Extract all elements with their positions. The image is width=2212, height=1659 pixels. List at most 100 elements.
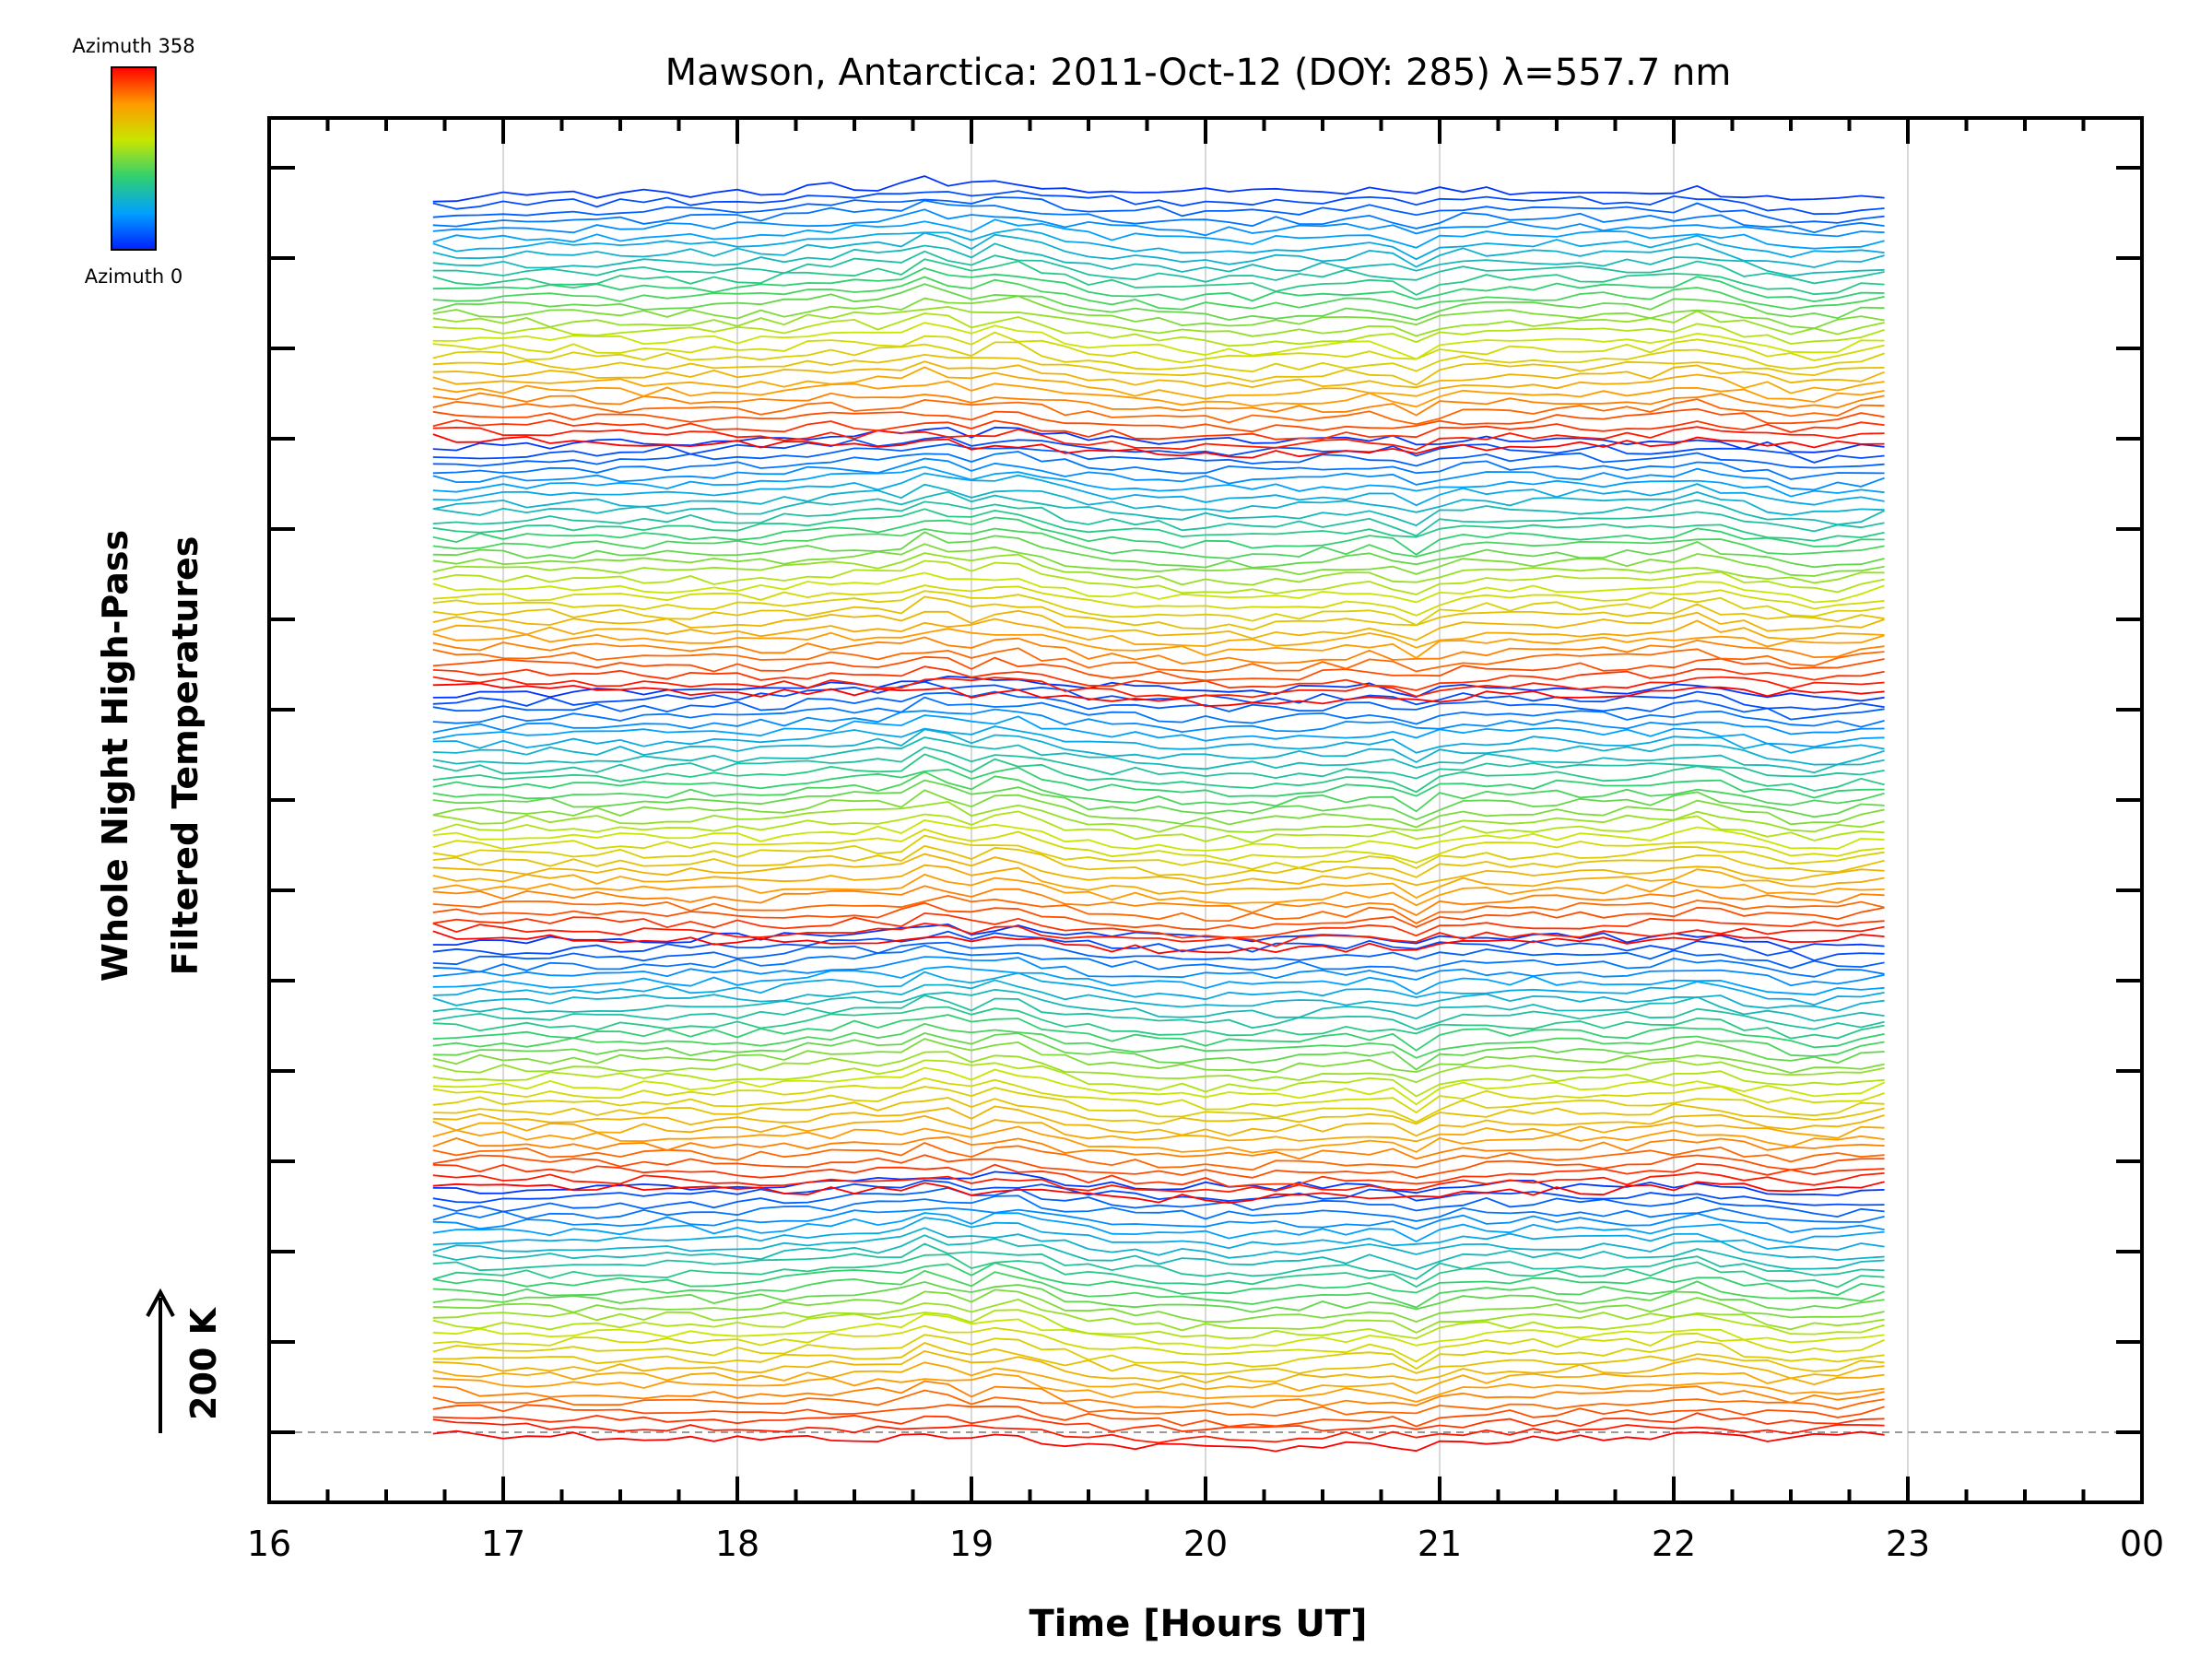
series-line	[432, 595, 1885, 631]
series-line	[432, 708, 1885, 735]
series-line	[432, 1135, 1885, 1160]
series-line	[432, 418, 1885, 441]
series-line	[432, 218, 1885, 250]
series-line	[432, 1097, 1885, 1125]
series-line	[432, 680, 1885, 711]
series-line	[432, 1212, 1885, 1244]
series-line	[432, 853, 1885, 887]
series-line	[432, 988, 1885, 1022]
series-line	[432, 322, 1885, 360]
series-line	[432, 552, 1885, 586]
x-tick-label: 18	[715, 1524, 759, 1564]
series-line	[432, 696, 1885, 728]
series-line	[432, 994, 1885, 1030]
series-line	[432, 1269, 1885, 1309]
series-line	[432, 380, 1885, 408]
x-tick-label: 17	[481, 1524, 525, 1564]
series-line	[432, 508, 1885, 542]
series-line	[432, 366, 1885, 400]
series-line	[432, 465, 1885, 498]
x-tick-label: 00	[2120, 1524, 2164, 1564]
scale-indicator: 200 K	[146, 1288, 224, 1433]
scale-label: 200 K	[183, 1306, 224, 1420]
series-line	[432, 451, 1885, 480]
series-line	[432, 746, 1885, 780]
series-line	[432, 923, 1885, 951]
series-line	[432, 844, 1885, 880]
series-line	[432, 725, 1885, 754]
series-line	[432, 609, 1885, 641]
series-line	[432, 912, 1885, 939]
series-line	[432, 398, 1885, 426]
series-line	[432, 1162, 1885, 1188]
series-line	[432, 834, 1885, 870]
series-line	[432, 500, 1885, 537]
series-line	[432, 628, 1885, 659]
series-line	[432, 1051, 1885, 1084]
series-line	[432, 407, 1885, 433]
series-line	[432, 1125, 1885, 1154]
series-line	[432, 1171, 1885, 1194]
series-line	[432, 971, 1885, 1006]
series-line	[432, 1361, 1885, 1394]
x-tick-label: 22	[1652, 1524, 1696, 1564]
series-line	[432, 1280, 1885, 1313]
series-line	[432, 885, 1885, 917]
series-line	[432, 1186, 1885, 1218]
series-line	[432, 295, 1885, 330]
x-tick-label: 19	[949, 1524, 994, 1564]
x-tick-label: 16	[247, 1524, 291, 1564]
series-line	[432, 1389, 1885, 1417]
series-line	[432, 766, 1885, 799]
series-line	[432, 199, 1885, 234]
series-line	[432, 930, 1885, 955]
series-line	[432, 941, 1885, 970]
series-line	[432, 305, 1885, 337]
series-line	[432, 258, 1885, 296]
series-line	[432, 175, 1885, 203]
series-line	[432, 728, 1885, 766]
series-line	[432, 1430, 1885, 1453]
series-line	[432, 312, 1885, 347]
series-line	[432, 1206, 1885, 1234]
series-line	[432, 196, 1885, 224]
series-line	[432, 1262, 1885, 1297]
series-line	[432, 1288, 1885, 1324]
series-line	[432, 894, 1885, 924]
series-line	[432, 1142, 1885, 1171]
series-line	[432, 1086, 1885, 1124]
series-line	[432, 676, 1885, 699]
series-line	[432, 1066, 1885, 1106]
series-line	[432, 584, 1885, 617]
series-line	[432, 490, 1885, 527]
series-line	[432, 736, 1885, 774]
series-line	[432, 228, 1885, 261]
series-line	[432, 516, 1885, 556]
series-line	[432, 426, 1885, 452]
series-line	[432, 873, 1885, 907]
series-line	[432, 1217, 1885, 1252]
series-line	[432, 810, 1885, 844]
series-line	[432, 360, 1885, 389]
series-line	[432, 559, 1885, 595]
series-line	[432, 714, 1885, 748]
series-line	[432, 618, 1885, 649]
series-lines	[432, 175, 1885, 1453]
series-line	[432, 242, 1885, 277]
series-line	[432, 636, 1885, 665]
series-line	[432, 1031, 1885, 1071]
colorbar: Azimuth 358 Azimuth 0	[72, 35, 194, 288]
chart-title: Mawson, Antarctica: 2011-Oct-12 (DOY: 28…	[665, 52, 1732, 94]
series-line	[432, 436, 1885, 464]
series-line	[432, 675, 1885, 702]
series-line	[432, 956, 1885, 987]
x-axis-label: Time [Hours UT]	[1030, 1603, 1368, 1645]
series-line	[432, 531, 1885, 569]
series-line	[432, 571, 1885, 604]
series-line	[432, 1105, 1885, 1137]
series-line	[432, 1334, 1885, 1371]
series-line	[432, 1242, 1885, 1280]
series-line	[432, 1234, 1885, 1271]
colorbar-top-label: Azimuth 358	[72, 35, 194, 57]
series-line	[432, 208, 1885, 238]
